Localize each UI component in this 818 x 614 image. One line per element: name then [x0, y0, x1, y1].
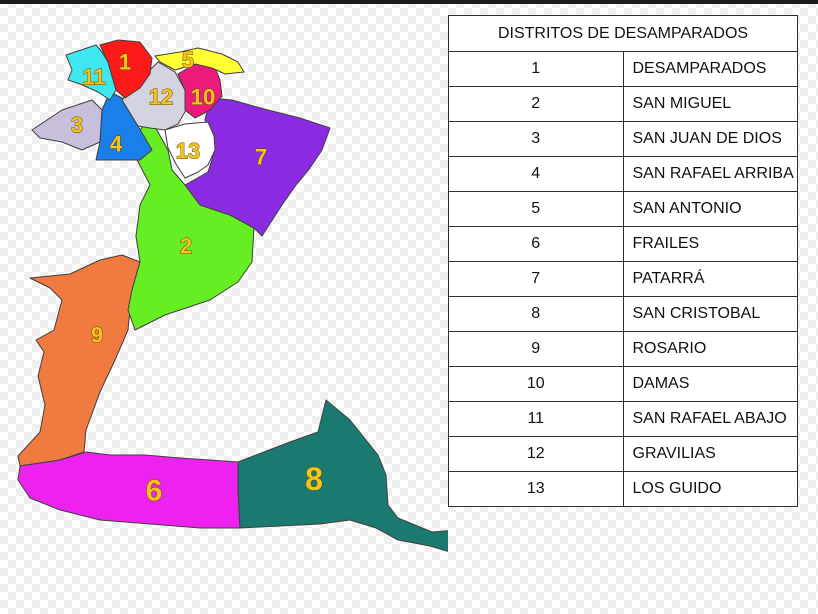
- district-2-region[interactable]: [127, 117, 255, 331]
- legend-row-number: 2: [448, 86, 624, 122]
- legend-row-name: GRAVILIAS: [622, 436, 798, 472]
- district-4-region[interactable]: [95, 91, 153, 161]
- legend-row-name: SAN RAFAEL ABAJO: [622, 401, 798, 437]
- district-3-region[interactable]: [31, 99, 103, 151]
- legend-row-name: SAN MIGUEL: [622, 86, 798, 122]
- districts-legend-table: DISTRITOS DE DESAMPARADOS 1 DESAMPARADOS …: [448, 15, 798, 507]
- legend-row-name: SAN ANTONIO: [622, 191, 798, 227]
- legend-row-name: PATARRÁ: [622, 261, 798, 297]
- legend-row: 9 ROSARIO: [448, 331, 798, 367]
- legend-row-number: 3: [448, 121, 624, 157]
- district-label-3: 3: [71, 113, 83, 138]
- district-11-region[interactable]: [65, 44, 117, 101]
- district-label-4: 4: [110, 132, 123, 157]
- district-label-1: 1: [119, 50, 131, 75]
- legend-title: DISTRITOS DE DESAMPARADOS: [448, 15, 798, 52]
- district-label-10: 10: [191, 85, 215, 110]
- legend-row-number: 10: [448, 366, 624, 402]
- district-label-2: 2: [180, 234, 192, 259]
- district-13-region[interactable]: [164, 121, 216, 179]
- district-7-region[interactable]: [184, 97, 331, 237]
- legend-row: 7 PATARRÁ: [448, 261, 798, 297]
- legend-row: 12 GRAVILIAS: [448, 436, 798, 472]
- legend-row-number: 9: [448, 331, 624, 367]
- legend-row: 13 LOS GUIDO: [448, 471, 798, 507]
- district-label-13: 13: [176, 139, 200, 164]
- legend-row: 5 SAN ANTONIO: [448, 191, 798, 227]
- legend-row-number: 11: [448, 401, 624, 437]
- district-label-7: 7: [255, 145, 267, 170]
- legend-row-number: 1: [448, 51, 624, 87]
- legend-row-name: DAMAS: [622, 366, 798, 402]
- legend-row: 11 SAN RAFAEL ABAJO: [448, 401, 798, 437]
- district-label-11: 11: [82, 65, 105, 90]
- legend-row-name: LOS GUIDO: [622, 471, 798, 507]
- legend-row: 1 DESAMPARADOS: [448, 51, 798, 87]
- district-label-6: 6: [146, 475, 163, 508]
- district-8-region[interactable]: [237, 399, 448, 603]
- district-label-8: 8: [305, 461, 323, 497]
- top-border-bar: [0, 0, 818, 4]
- legend-row-name: DESAMPARADOS: [622, 51, 798, 87]
- district-5-region[interactable]: [154, 47, 245, 75]
- legend-row-number: 13: [448, 471, 624, 507]
- district-1-region[interactable]: [99, 39, 153, 99]
- legend-row-name: FRAILES: [622, 226, 798, 262]
- legend-row-name: SAN CRISTOBAL: [622, 296, 798, 332]
- legend-row: 10 DAMAS: [448, 366, 798, 402]
- legend-row-number: 8: [448, 296, 624, 332]
- district-9-region[interactable]: [17, 254, 141, 467]
- district-label-12: 12: [149, 85, 173, 110]
- legend-row-number: 12: [448, 436, 624, 472]
- legend-row-number: 7: [448, 261, 624, 297]
- legend-row-name: SAN JUAN DE DIOS: [622, 121, 798, 157]
- district-map: 1 5 11 12 10 3 4 13 7 2 9 6 8: [17, 39, 448, 603]
- district-label-9: 9: [91, 323, 103, 348]
- legend-row-name: ROSARIO: [622, 331, 798, 367]
- legend-row-name: SAN RAFAEL ARRIBA: [622, 156, 798, 192]
- legend-row: 3 SAN JUAN DE DIOS: [448, 121, 798, 157]
- district-6-region[interactable]: [17, 451, 241, 529]
- legend-row-number: 4: [448, 156, 624, 192]
- legend-row: 4 SAN RAFAEL ARRIBA: [448, 156, 798, 192]
- district-label-5: 5: [182, 48, 194, 73]
- legend-header-row: DISTRITOS DE DESAMPARADOS: [448, 15, 798, 52]
- legend-row: 6 FRAILES: [448, 226, 798, 262]
- legend-row: 8 SAN CRISTOBAL: [448, 296, 798, 332]
- legend-row-number: 6: [448, 226, 624, 262]
- legend-row: 2 SAN MIGUEL: [448, 86, 798, 122]
- legend-row-number: 5: [448, 191, 624, 227]
